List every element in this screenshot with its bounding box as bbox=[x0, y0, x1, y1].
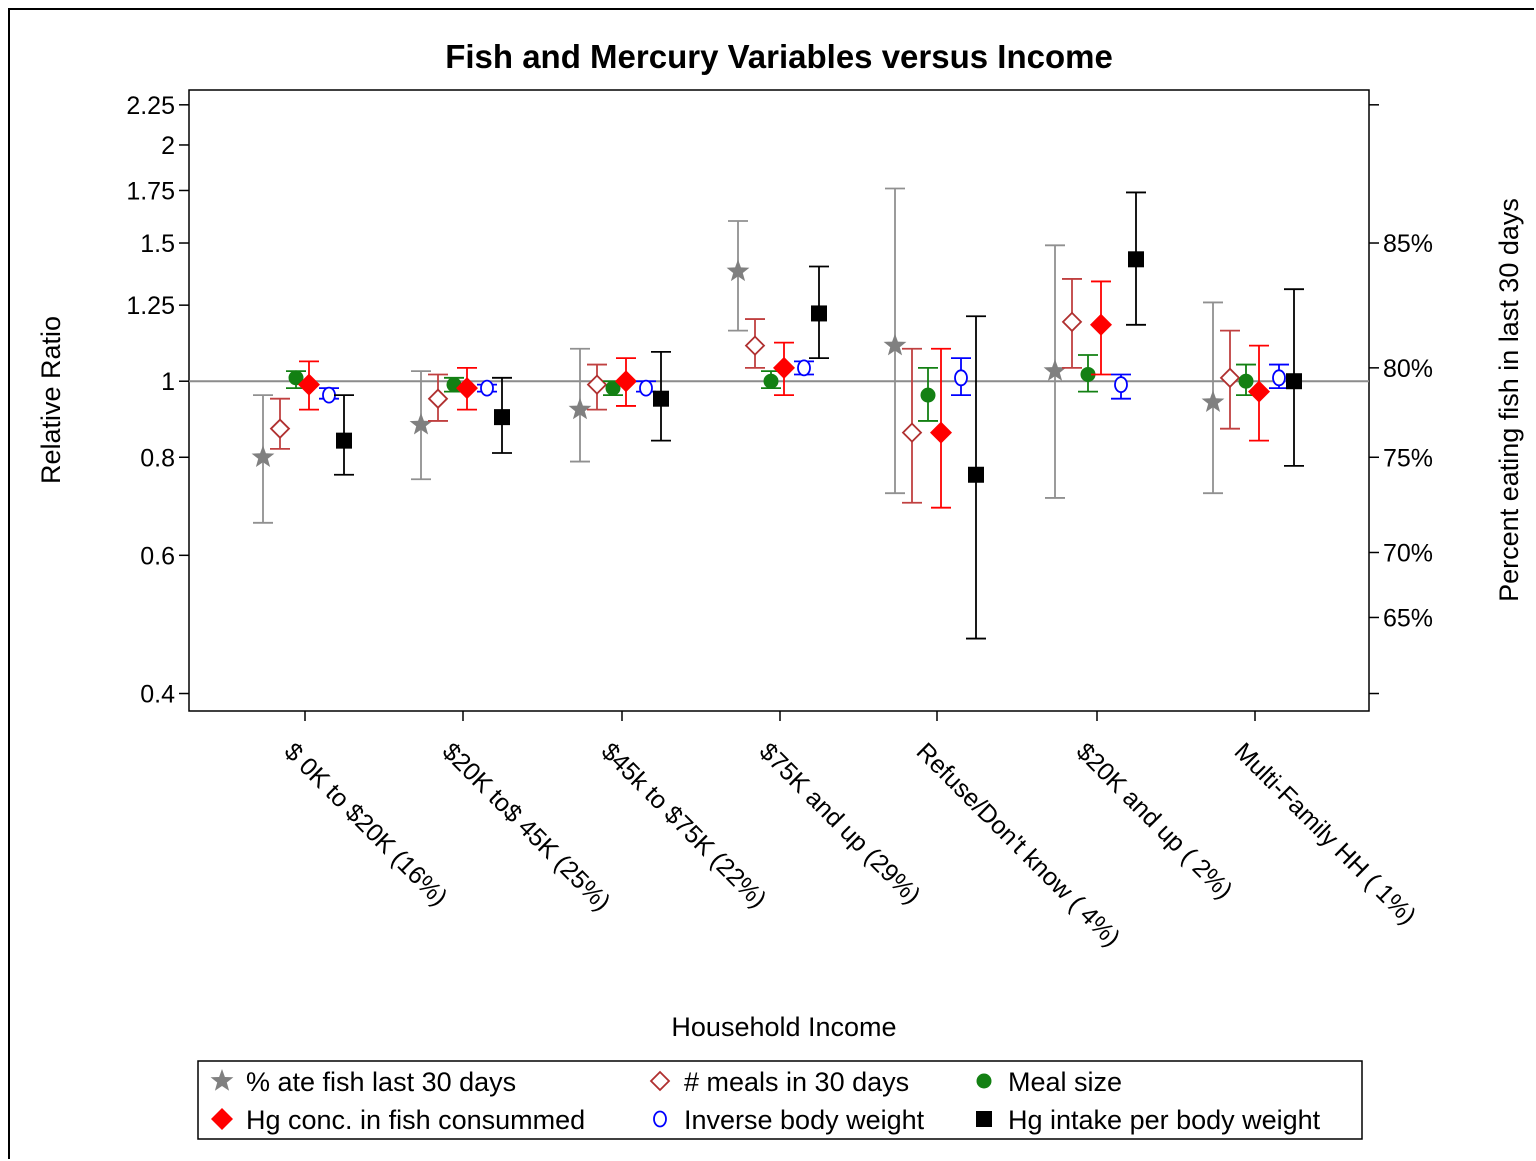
data-point bbox=[901, 422, 923, 443]
data-point bbox=[639, 379, 653, 397]
y-tick-label: 2.25 bbox=[126, 92, 175, 120]
y-tick-label: 2 bbox=[161, 132, 175, 160]
data-point bbox=[288, 370, 304, 386]
series-group bbox=[251, 187, 1225, 524]
legend-label: % ate fish last 30 days bbox=[246, 1067, 516, 1097]
x-tick-label: $75K and up (29%) bbox=[754, 737, 926, 909]
y-tick-label: 0.4 bbox=[140, 681, 175, 709]
data-point bbox=[1238, 373, 1254, 389]
data-point bbox=[954, 369, 968, 387]
x-tick-label: $20K to$ 45K (25%) bbox=[437, 737, 616, 916]
series-group bbox=[319, 357, 1289, 404]
y2-tick-label: 75% bbox=[1383, 444, 1433, 472]
data-point bbox=[1219, 367, 1241, 389]
legend-marker bbox=[210, 1069, 234, 1091]
x-tick-label: $20K and up ( 2%) bbox=[1071, 737, 1238, 904]
chart-frame bbox=[8, 8, 1534, 1159]
data-point bbox=[298, 373, 320, 396]
legend-label: Inverse body weight bbox=[684, 1105, 925, 1135]
y2-tick-label: 70% bbox=[1383, 539, 1433, 567]
data-point bbox=[773, 356, 795, 379]
legend-marker bbox=[211, 1108, 233, 1130]
legend-marker bbox=[649, 1070, 671, 1092]
data-point bbox=[615, 370, 637, 393]
series-group bbox=[334, 191, 1304, 640]
data-point bbox=[1248, 380, 1270, 403]
legend-marker bbox=[976, 1111, 992, 1127]
y2-axis-title: Percent eating fish in last 30 days bbox=[1494, 198, 1524, 602]
data-point bbox=[1128, 251, 1144, 268]
series-group bbox=[269, 278, 1241, 504]
data-point bbox=[1061, 311, 1083, 333]
chart-title: Fish and Mercury Variables versus Income bbox=[445, 38, 1113, 75]
data-point bbox=[653, 390, 669, 407]
y-tick-label: 1.75 bbox=[126, 177, 175, 205]
data-point bbox=[1114, 376, 1128, 394]
y-tick-label: 1.25 bbox=[126, 292, 175, 320]
data-point bbox=[811, 305, 827, 322]
x-tick-label: $ 0K to $20K (16%) bbox=[279, 737, 453, 911]
data-point bbox=[1043, 359, 1067, 381]
y2-tick-label: 80% bbox=[1383, 355, 1433, 383]
y-tick-label: 1 bbox=[161, 368, 175, 396]
y-tick-label: 1.5 bbox=[140, 230, 175, 258]
data-point bbox=[322, 386, 336, 404]
legend-label: Hg conc. in fish consummed bbox=[246, 1105, 585, 1135]
data-point bbox=[797, 359, 811, 377]
data-point bbox=[1080, 366, 1096, 382]
plot-area bbox=[188, 89, 1370, 712]
y2-tick-label: 85% bbox=[1383, 230, 1433, 258]
x-tick-label: $45k to $75K (22%) bbox=[596, 737, 772, 913]
x-axis: $ 0K to $20K (16%)$20K to$ 45K (25%)$45k… bbox=[279, 711, 1422, 952]
plot-marks bbox=[189, 187, 1369, 640]
x-axis-title: Household Income bbox=[671, 1012, 896, 1042]
data-point bbox=[726, 259, 750, 282]
data-point bbox=[269, 418, 291, 439]
y-axis: 0.4 0.6 0.8 1 1.25 1.5 1.75 2 2.25 bbox=[126, 92, 189, 709]
data-point bbox=[920, 387, 936, 403]
data-point bbox=[1090, 313, 1112, 336]
legend-marker bbox=[653, 1110, 667, 1128]
y-axis-title: Relative Ratio bbox=[36, 316, 66, 484]
data-point bbox=[883, 333, 907, 356]
y2-axis: 65% 70% 75% 80% 85% bbox=[1369, 104, 1433, 695]
series-group bbox=[286, 354, 1256, 422]
data-point bbox=[251, 445, 275, 467]
data-point bbox=[1272, 369, 1286, 387]
data-point bbox=[763, 373, 779, 389]
data-point bbox=[605, 380, 621, 396]
x-tick-label: Multi-Family HH ( 1%) bbox=[1229, 737, 1422, 930]
y-tick-label: 0.6 bbox=[140, 542, 175, 570]
data-point bbox=[586, 374, 608, 395]
data-point bbox=[1286, 373, 1302, 390]
y-tick-label: 0.8 bbox=[140, 444, 175, 472]
data-point bbox=[456, 377, 478, 400]
data-point bbox=[480, 379, 494, 397]
legend: % ate fish last 30 days # meals in 30 day… bbox=[197, 1060, 1363, 1140]
data-point bbox=[1201, 390, 1225, 412]
legend-label: # meals in 30 days bbox=[684, 1067, 909, 1097]
data-point bbox=[744, 335, 766, 356]
legend-box bbox=[197, 1060, 1363, 1140]
series-group bbox=[298, 280, 1270, 509]
y2-tick-label: 65% bbox=[1383, 604, 1433, 632]
legend-label: Hg intake per body weight bbox=[1008, 1105, 1321, 1135]
data-point bbox=[968, 466, 984, 483]
data-point bbox=[409, 412, 433, 435]
legend-marker bbox=[976, 1073, 992, 1089]
data-point bbox=[494, 409, 510, 426]
legend-label: Meal size bbox=[1008, 1067, 1122, 1097]
data-point bbox=[336, 432, 352, 449]
data-point bbox=[568, 397, 592, 420]
data-point bbox=[427, 388, 449, 409]
data-point bbox=[930, 421, 952, 444]
